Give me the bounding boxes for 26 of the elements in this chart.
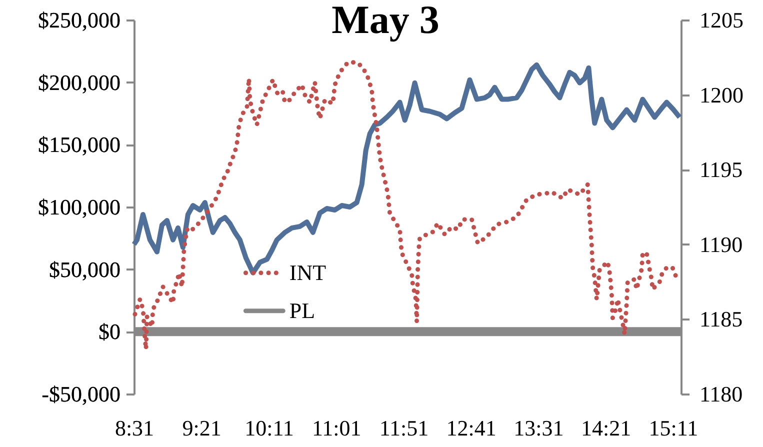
x-tick-label: 10:11 bbox=[244, 416, 294, 440]
chart-title: May 3 bbox=[332, 0, 440, 42]
legend-label: INT bbox=[289, 260, 327, 285]
y-tick-label: -$50,000 bbox=[42, 382, 120, 406]
y2-tick-label: 1190 bbox=[700, 232, 743, 257]
y-tick-label: $150,000 bbox=[38, 132, 120, 158]
y2-tick-label: 1180 bbox=[700, 382, 743, 406]
y2-tick-label: 1200 bbox=[700, 82, 744, 108]
x-tick-label: 11:01 bbox=[312, 416, 362, 440]
y-tick-label: $100,000 bbox=[38, 194, 120, 220]
y-tick-label: $0 bbox=[98, 319, 120, 344]
x-tick-label: 15:11 bbox=[648, 416, 698, 440]
x-tick-label: 14:21 bbox=[580, 416, 632, 440]
line-series bbox=[132, 60, 679, 352]
y-tick-label: $50,000 bbox=[49, 256, 120, 282]
legend-label: PL bbox=[289, 298, 316, 323]
x-tick-label: 9:21 bbox=[182, 416, 222, 440]
x-tick-label: 12:41 bbox=[446, 416, 496, 440]
x-tick-label: 13:31 bbox=[514, 416, 564, 440]
y-tick-label: $200,000 bbox=[38, 70, 120, 95]
y2-tick-label: 1205 bbox=[700, 8, 744, 32]
y2-tick-label: 1195 bbox=[700, 157, 743, 182]
y2-tick-label: 1185 bbox=[700, 306, 743, 332]
x-tick-label: 8:31 bbox=[114, 416, 154, 440]
x-tick-label: 11:51 bbox=[379, 416, 429, 440]
y-tick-label: $250,000 bbox=[38, 8, 120, 32]
